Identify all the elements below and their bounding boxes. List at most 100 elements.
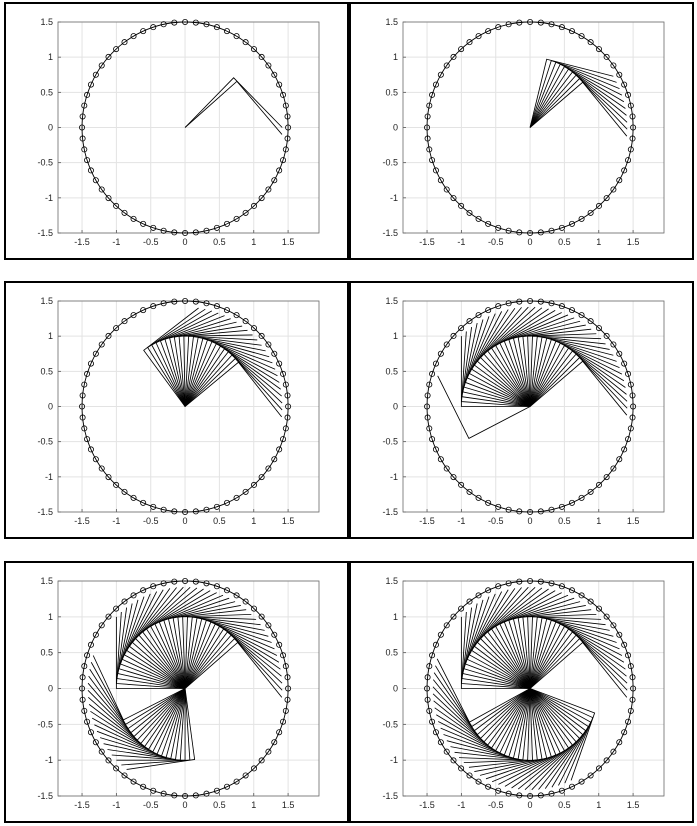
circle-marker xyxy=(627,663,634,670)
circle-marker xyxy=(84,91,91,98)
arm-pose xyxy=(123,591,186,689)
circle-marker xyxy=(443,465,450,472)
circle-marker xyxy=(81,146,88,153)
arm-pose xyxy=(529,353,628,407)
y-tick-label: 1 xyxy=(393,52,398,62)
chart-1: -1.5 -1 -0.5 0 0.5 1 1.5 1.5 1 0.5 0 -0.5 -1 -1.5 xyxy=(37,17,320,247)
circle-marker xyxy=(113,605,120,612)
circle-marker xyxy=(171,508,178,515)
arm-pose xyxy=(499,592,562,689)
circle-marker xyxy=(495,24,502,31)
circle-marker xyxy=(284,135,291,142)
circle-marker xyxy=(251,481,258,488)
arm-pose xyxy=(529,336,606,407)
circle-marker xyxy=(265,62,272,69)
circle-marker xyxy=(265,186,272,193)
x-tick-label: 1 xyxy=(251,800,256,810)
circle-marker xyxy=(113,325,120,332)
circle-marker xyxy=(629,414,636,421)
arm-pose xyxy=(126,688,196,770)
circle-marker xyxy=(160,580,167,587)
y-tick-label: 0 xyxy=(48,402,53,412)
arm-pose xyxy=(116,688,186,761)
x-tick-label: 1 xyxy=(596,237,601,247)
arm-pose xyxy=(529,618,614,689)
arm-pose xyxy=(522,609,592,689)
circle-marker xyxy=(182,577,189,584)
chart-panel-1: -1.5 -1 -0.5 0 0.5 1 1.5 1.5 1 0.5 0 -0.5 -1 -1.5 xyxy=(4,2,349,260)
arm-pose xyxy=(529,71,627,128)
arm-pose xyxy=(476,587,531,689)
circle-marker xyxy=(426,146,433,153)
circle-marker xyxy=(630,403,637,410)
circle-marker xyxy=(527,229,534,236)
circle-marker xyxy=(450,332,457,339)
circle-marker xyxy=(629,392,636,399)
circle-marker xyxy=(424,696,431,703)
circle-marker xyxy=(625,652,632,659)
circle-marker xyxy=(79,403,86,410)
y-tick-label: 1 xyxy=(393,612,398,622)
arm-pose xyxy=(450,688,531,760)
circle-marker xyxy=(285,403,292,410)
arm-pose xyxy=(436,658,531,723)
arm-pose xyxy=(436,688,531,752)
circle-marker xyxy=(587,318,594,325)
circle-marker xyxy=(282,663,289,670)
circle-marker xyxy=(505,21,512,28)
arm-pose xyxy=(529,337,614,407)
arm-pose xyxy=(463,599,531,689)
arm-pose xyxy=(433,688,531,746)
y-tick-label: 1 xyxy=(48,331,53,341)
circle-marker xyxy=(280,718,287,725)
circle-marker xyxy=(87,641,94,648)
circle-marker xyxy=(429,718,436,725)
arm-pose xyxy=(473,588,531,689)
circle-marker xyxy=(79,113,86,120)
arm-pose xyxy=(466,313,531,407)
circle-marker xyxy=(98,341,105,348)
circle-marker xyxy=(466,488,473,495)
circle-marker xyxy=(130,33,137,40)
arm-pose xyxy=(463,688,533,764)
arm-poses xyxy=(432,586,628,791)
circle-marker xyxy=(213,787,220,794)
circle-marker xyxy=(578,778,585,785)
circle-marker xyxy=(121,209,128,216)
arm-pose xyxy=(184,336,262,407)
circle-marker xyxy=(105,332,112,339)
circle-marker xyxy=(150,303,157,310)
arm-pose xyxy=(508,317,575,407)
circle-marker xyxy=(105,474,112,481)
circle-marker xyxy=(625,370,632,377)
circle-marker xyxy=(271,350,278,357)
circle-marker xyxy=(130,312,137,319)
x-tick-label: 1.5 xyxy=(282,800,295,810)
circle-marker xyxy=(282,707,289,714)
circle-marker xyxy=(280,157,287,164)
circle-marker xyxy=(610,341,617,348)
arm-pose xyxy=(459,688,531,761)
circle-marker xyxy=(426,425,433,432)
arm-pose xyxy=(184,77,283,128)
circle-marker xyxy=(587,39,594,46)
circle-marker xyxy=(603,613,610,620)
x-tick-label: -1.5 xyxy=(74,800,90,810)
circle-marker xyxy=(213,503,220,510)
circle-marker xyxy=(610,62,617,69)
circle-marker xyxy=(182,508,189,515)
circle-marker xyxy=(568,783,575,790)
y-tick-label: 0 xyxy=(48,684,53,694)
circle-marker xyxy=(284,113,291,120)
circle-marker xyxy=(182,792,189,799)
y-tick-label: -1.5 xyxy=(37,228,53,238)
grid xyxy=(58,580,319,797)
circle-marker xyxy=(171,19,178,26)
circle-marker xyxy=(458,325,465,332)
arm-pose xyxy=(527,613,597,689)
arm-pose xyxy=(434,688,531,749)
y-tick-label: 1.5 xyxy=(40,576,53,586)
circle-marker xyxy=(424,674,431,681)
arm-pose xyxy=(143,307,199,407)
arm-pose xyxy=(138,586,191,689)
